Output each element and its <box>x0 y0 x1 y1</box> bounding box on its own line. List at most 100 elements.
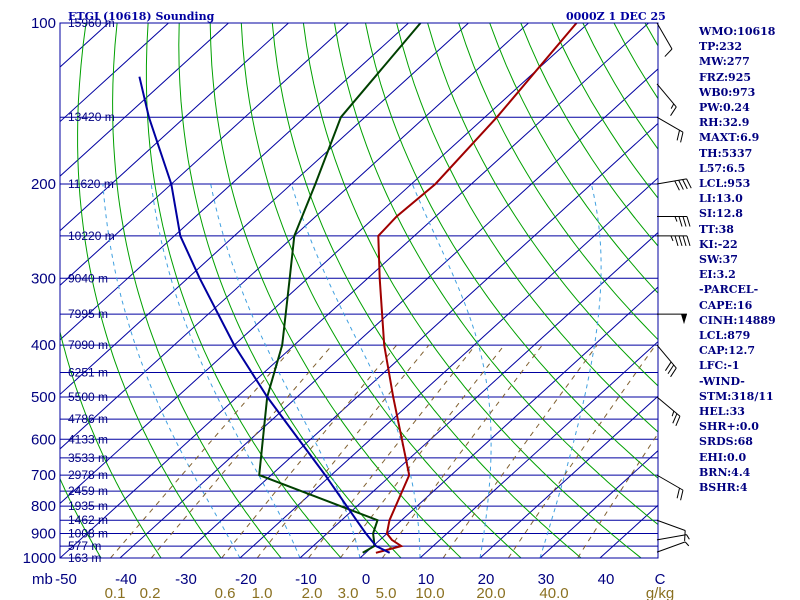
dry-adiabat <box>60 477 102 558</box>
barb-staff <box>656 519 686 531</box>
dry-adiabat <box>60 329 162 558</box>
index-item: CINH:14889 <box>699 313 776 327</box>
height-label: 1935 m <box>68 499 108 513</box>
pressure-tick-label: 100 <box>31 15 56 32</box>
isotherm <box>419 340 658 558</box>
isotherm <box>179 122 658 558</box>
wind-barb <box>656 83 677 116</box>
wind-barb <box>656 396 681 427</box>
barb-full <box>682 216 687 227</box>
temperature-tick-label: -50 <box>55 571 77 588</box>
barb-full <box>676 488 681 499</box>
barb-full <box>686 235 691 247</box>
index-item: MW:277 <box>699 55 750 69</box>
isotherm <box>299 231 658 558</box>
pressure-tick-label: 600 <box>31 431 56 448</box>
index-item: TT:38 <box>699 222 734 236</box>
index-item: HEL:33 <box>699 405 745 419</box>
barb-staff <box>656 83 677 108</box>
mixing-ratio-tick-label: 40.0 <box>539 585 568 600</box>
mixing-ratio-line <box>308 344 476 558</box>
mixing-ratio-tick-label: 2.0 <box>302 585 323 600</box>
height-label: 5500 m <box>68 390 108 404</box>
temperature-tick-label: -40 <box>115 571 137 588</box>
isotherm <box>60 23 289 232</box>
isotherm <box>60 23 349 286</box>
moist-adiabat <box>210 183 361 558</box>
mixing-ratio-line <box>221 344 397 558</box>
wind-barb <box>657 216 691 227</box>
dry-adiabat <box>520 23 658 247</box>
pressure-tick-label: 200 <box>31 176 56 193</box>
height-label: 7090 m <box>68 338 108 352</box>
height-label: 13420 m <box>68 110 115 124</box>
barb-full <box>680 132 684 143</box>
height-label: 2978 m <box>68 468 108 482</box>
barb-full <box>672 413 678 424</box>
barb-half <box>671 410 675 417</box>
height-label: 2459 m <box>68 484 108 498</box>
mixing-ratio-line <box>442 344 598 558</box>
isotherm <box>60 23 229 177</box>
mixing-ratio-tick-label: 0.1 <box>105 585 126 600</box>
wind-barb <box>656 474 684 501</box>
mixing-ratio-tick-label: 1.0 <box>252 585 273 600</box>
index-item: L57:6.5 <box>699 161 746 175</box>
barb-full <box>667 364 675 375</box>
height-label: 4133 m <box>68 432 108 446</box>
mixing-ratio-line <box>577 432 658 558</box>
barb-full <box>682 179 688 190</box>
dry-adiabat <box>145 23 342 558</box>
pressure-tick-label: 800 <box>31 498 56 515</box>
index-item: LI:13.0 <box>699 192 743 206</box>
dry-adiabat <box>178 23 402 558</box>
height-label: 11620 m <box>68 177 114 191</box>
moist-adiabat <box>539 183 602 558</box>
barb-full <box>678 216 683 227</box>
isotherm <box>60 23 649 558</box>
index-item: KI:-22 <box>699 237 738 251</box>
wind-barb <box>656 344 677 378</box>
isotherm <box>60 23 409 341</box>
barb-full <box>674 235 679 247</box>
pressure-tick-label: 1000 <box>23 550 56 567</box>
barb-half <box>684 541 690 547</box>
pressure-tick-label: 700 <box>31 467 56 484</box>
moist-adiabat <box>102 184 241 558</box>
index-item: SHR+:0.0 <box>699 420 759 434</box>
dry-adiabat <box>427 23 658 387</box>
barb-staff <box>656 344 677 369</box>
temperature-tick-label: -20 <box>235 571 257 588</box>
barb-staff <box>656 541 686 553</box>
barb-full <box>682 235 687 247</box>
temperature-tick-label: 0 <box>362 571 370 588</box>
barb-full <box>684 530 686 541</box>
pressure-unit-label: mb <box>32 571 53 588</box>
plot-frame <box>59 22 659 559</box>
dry-adiabat <box>458 23 658 341</box>
height-label: 163 m <box>68 551 101 565</box>
barb-full <box>664 48 673 57</box>
barb-full <box>678 180 684 190</box>
temperature-unit-label: C <box>655 571 666 588</box>
wind-barb <box>656 534 690 541</box>
height-label: 6251 m <box>68 365 108 379</box>
barb-full <box>680 490 684 501</box>
height-label: 7995 m <box>68 307 108 321</box>
wind-barb <box>656 178 692 191</box>
index-item: TH:5337 <box>699 146 753 160</box>
height-label: 9040 m <box>68 271 108 285</box>
height-label: 15960 m <box>68 16 115 30</box>
barb-pennant <box>681 314 687 325</box>
wind-barb <box>657 235 691 247</box>
index-item: BRN:4.4 <box>699 465 751 479</box>
barb-full <box>674 180 680 191</box>
index-item: BSHR:4 <box>699 481 748 495</box>
mixing-ratio-line <box>381 344 543 558</box>
index-item: SI:12.8 <box>699 207 743 221</box>
temperature-tick-label: 20 <box>478 571 495 588</box>
index-item: EHI:0.0 <box>699 450 747 464</box>
index-item: FRZ:925 <box>699 70 752 84</box>
wind-barb <box>656 116 684 143</box>
pressure-tick-label: 300 <box>31 270 56 287</box>
